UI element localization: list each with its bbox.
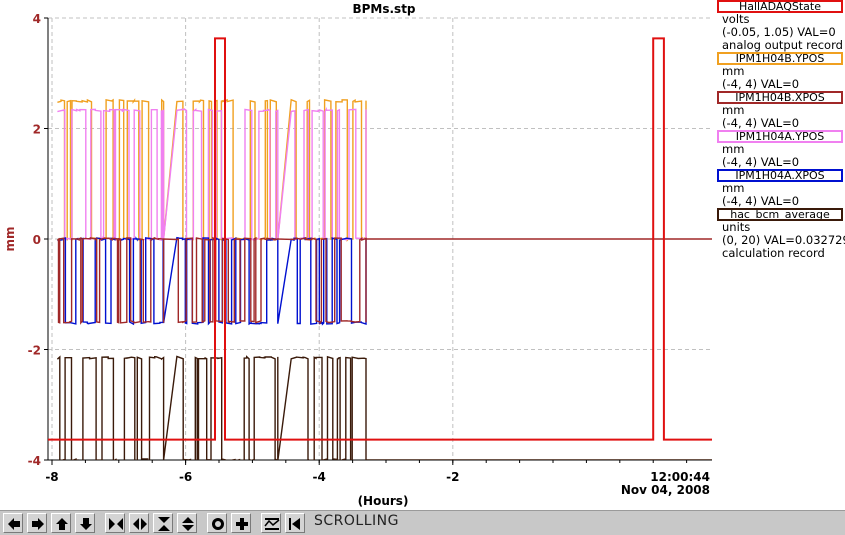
chart-title: BPMs.stp xyxy=(352,2,415,16)
y-tick-label: -2 xyxy=(28,344,41,358)
legend-entry[interactable]: IPM1H04B.YPOS xyxy=(717,52,843,65)
arrow-up-icon xyxy=(56,518,68,530)
arrow-right-icon xyxy=(32,518,44,530)
y-tick-label: 4 xyxy=(33,12,41,26)
x-tick-label: -4 xyxy=(313,470,326,484)
legend-entry[interactable]: HallADAQState xyxy=(717,0,843,13)
arrow-down-button[interactable] xyxy=(75,513,95,533)
y-tick-label: 0 xyxy=(33,233,41,247)
legend-detail: analog output record xyxy=(722,38,843,52)
arrow-right-button[interactable] xyxy=(27,513,47,533)
arrow-left-icon xyxy=(8,518,20,530)
legend-detail: (0, 20) VAL=0.032729 xyxy=(722,233,845,247)
zoom-out-vertical-button[interactable] xyxy=(177,513,197,533)
add-icon xyxy=(236,518,248,530)
scrolling-status: SCROLLING xyxy=(314,513,399,529)
zoom-out-vertical-icon xyxy=(182,517,194,531)
legend-detail: mm xyxy=(722,64,745,78)
legend-detail: (-0.05, 1.05) VAL=0 xyxy=(722,25,836,39)
scroll-back-icon xyxy=(289,518,300,530)
series-line xyxy=(48,37,712,441)
legend-entry[interactable]: IPM1H04A.YPOS xyxy=(717,130,843,143)
x-axis-title: (Hours) xyxy=(358,494,409,508)
legend-detail: volts xyxy=(722,12,750,26)
scroll-back-button[interactable] xyxy=(285,513,305,533)
stagger-button[interactable] xyxy=(261,513,281,533)
series-line xyxy=(56,236,712,326)
y-tick-label: -4 xyxy=(28,454,41,468)
zoom-in-horizontal-icon xyxy=(109,518,123,530)
arrow-down-icon xyxy=(80,518,92,530)
zoom-in-vertical-button[interactable] xyxy=(153,513,173,533)
series-layer xyxy=(48,37,712,460)
y-tick-label: 2 xyxy=(33,123,41,137)
zoom-out-horizontal-button[interactable] xyxy=(129,513,149,533)
legend-detail: units xyxy=(722,220,751,234)
autoscale-button[interactable] xyxy=(207,513,227,533)
zoom-in-horizontal-button[interactable] xyxy=(105,513,125,533)
legend-detail: calculation record xyxy=(722,246,825,260)
legend-entry[interactable]: IPM1H04A.XPOS xyxy=(717,169,843,182)
end-time-label: 12:00:44 xyxy=(650,470,710,484)
x-tick-label: -2 xyxy=(446,470,459,484)
toolbar xyxy=(0,510,845,535)
legend-detail: mm xyxy=(722,142,745,156)
series-line xyxy=(57,236,367,326)
legend-entry[interactable]: IPM1H04B.XPOS xyxy=(717,91,843,104)
legend-entry[interactable]: hac_bcm_average xyxy=(717,208,843,221)
series-line xyxy=(56,355,712,460)
legend-detail: mm xyxy=(722,103,745,117)
legend-detail: (-4, 4) VAL=0 xyxy=(722,116,800,130)
y-axis-title: mm xyxy=(3,226,17,251)
add-button[interactable] xyxy=(231,513,251,533)
strip-chart[interactable]: BPMs.stp 4 2 0 -2 -4 -8 -6 -4 -2 mm (Hours) 12:00:44… xyxy=(0,0,845,510)
zoom-out-horizontal-icon xyxy=(133,518,147,530)
end-date-label: Nov 04, 2008 xyxy=(621,483,710,497)
autoscale-icon xyxy=(212,518,224,530)
chart-canvas: BPMs.stp 4 2 0 -2 -4 -8 -6 -4 -2 mm (Hours) 12:00:44… xyxy=(3,2,712,508)
stagger-icon xyxy=(264,518,280,530)
zoom-in-vertical-icon xyxy=(158,517,170,531)
legend-detail: mm xyxy=(722,181,745,195)
x-tick-label: -6 xyxy=(179,470,192,484)
x-tick-label: -8 xyxy=(45,470,58,484)
legend-detail: (-4, 4) VAL=0 xyxy=(722,155,800,169)
arrow-up-button[interactable] xyxy=(51,513,71,533)
arrow-left-button[interactable] xyxy=(3,513,23,533)
legend-detail: (-4, 4) VAL=0 xyxy=(722,194,800,208)
legend-detail: (-4, 4) VAL=0 xyxy=(722,77,800,91)
